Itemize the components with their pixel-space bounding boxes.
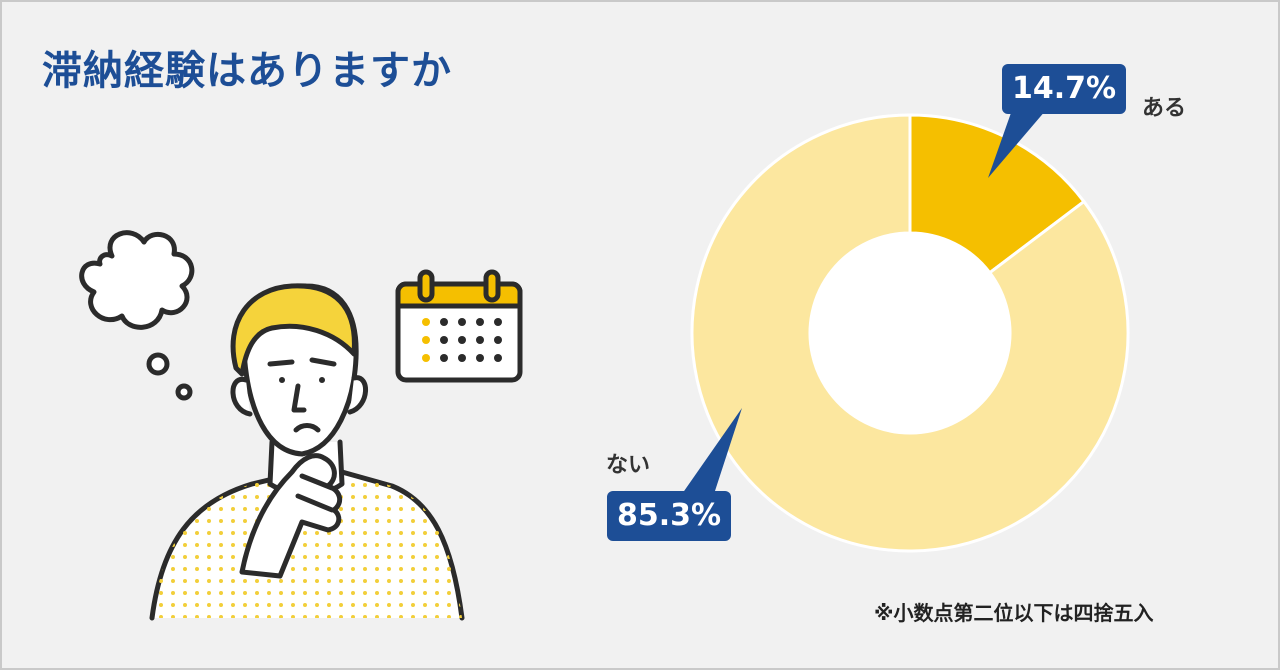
slice-label-aru: ある (1142, 96, 1187, 121)
thought-bubble-icon (79, 230, 195, 401)
slice-label-nai: ない (606, 453, 651, 478)
rounding-note: ※小数点第二位以下は四捨五入 (874, 601, 1154, 625)
value-label-aru: 14.7% (1002, 64, 1126, 114)
calendar-icon (395, 269, 523, 383)
donut-hole (810, 233, 1010, 433)
thinking-person-illustration (149, 283, 465, 621)
callout-pointer-nai (682, 408, 742, 494)
callout-pointer-aru (988, 110, 1046, 178)
page-title: 滞納経験はありますか (42, 48, 452, 94)
value-label-nai: 85.3% (607, 491, 731, 541)
